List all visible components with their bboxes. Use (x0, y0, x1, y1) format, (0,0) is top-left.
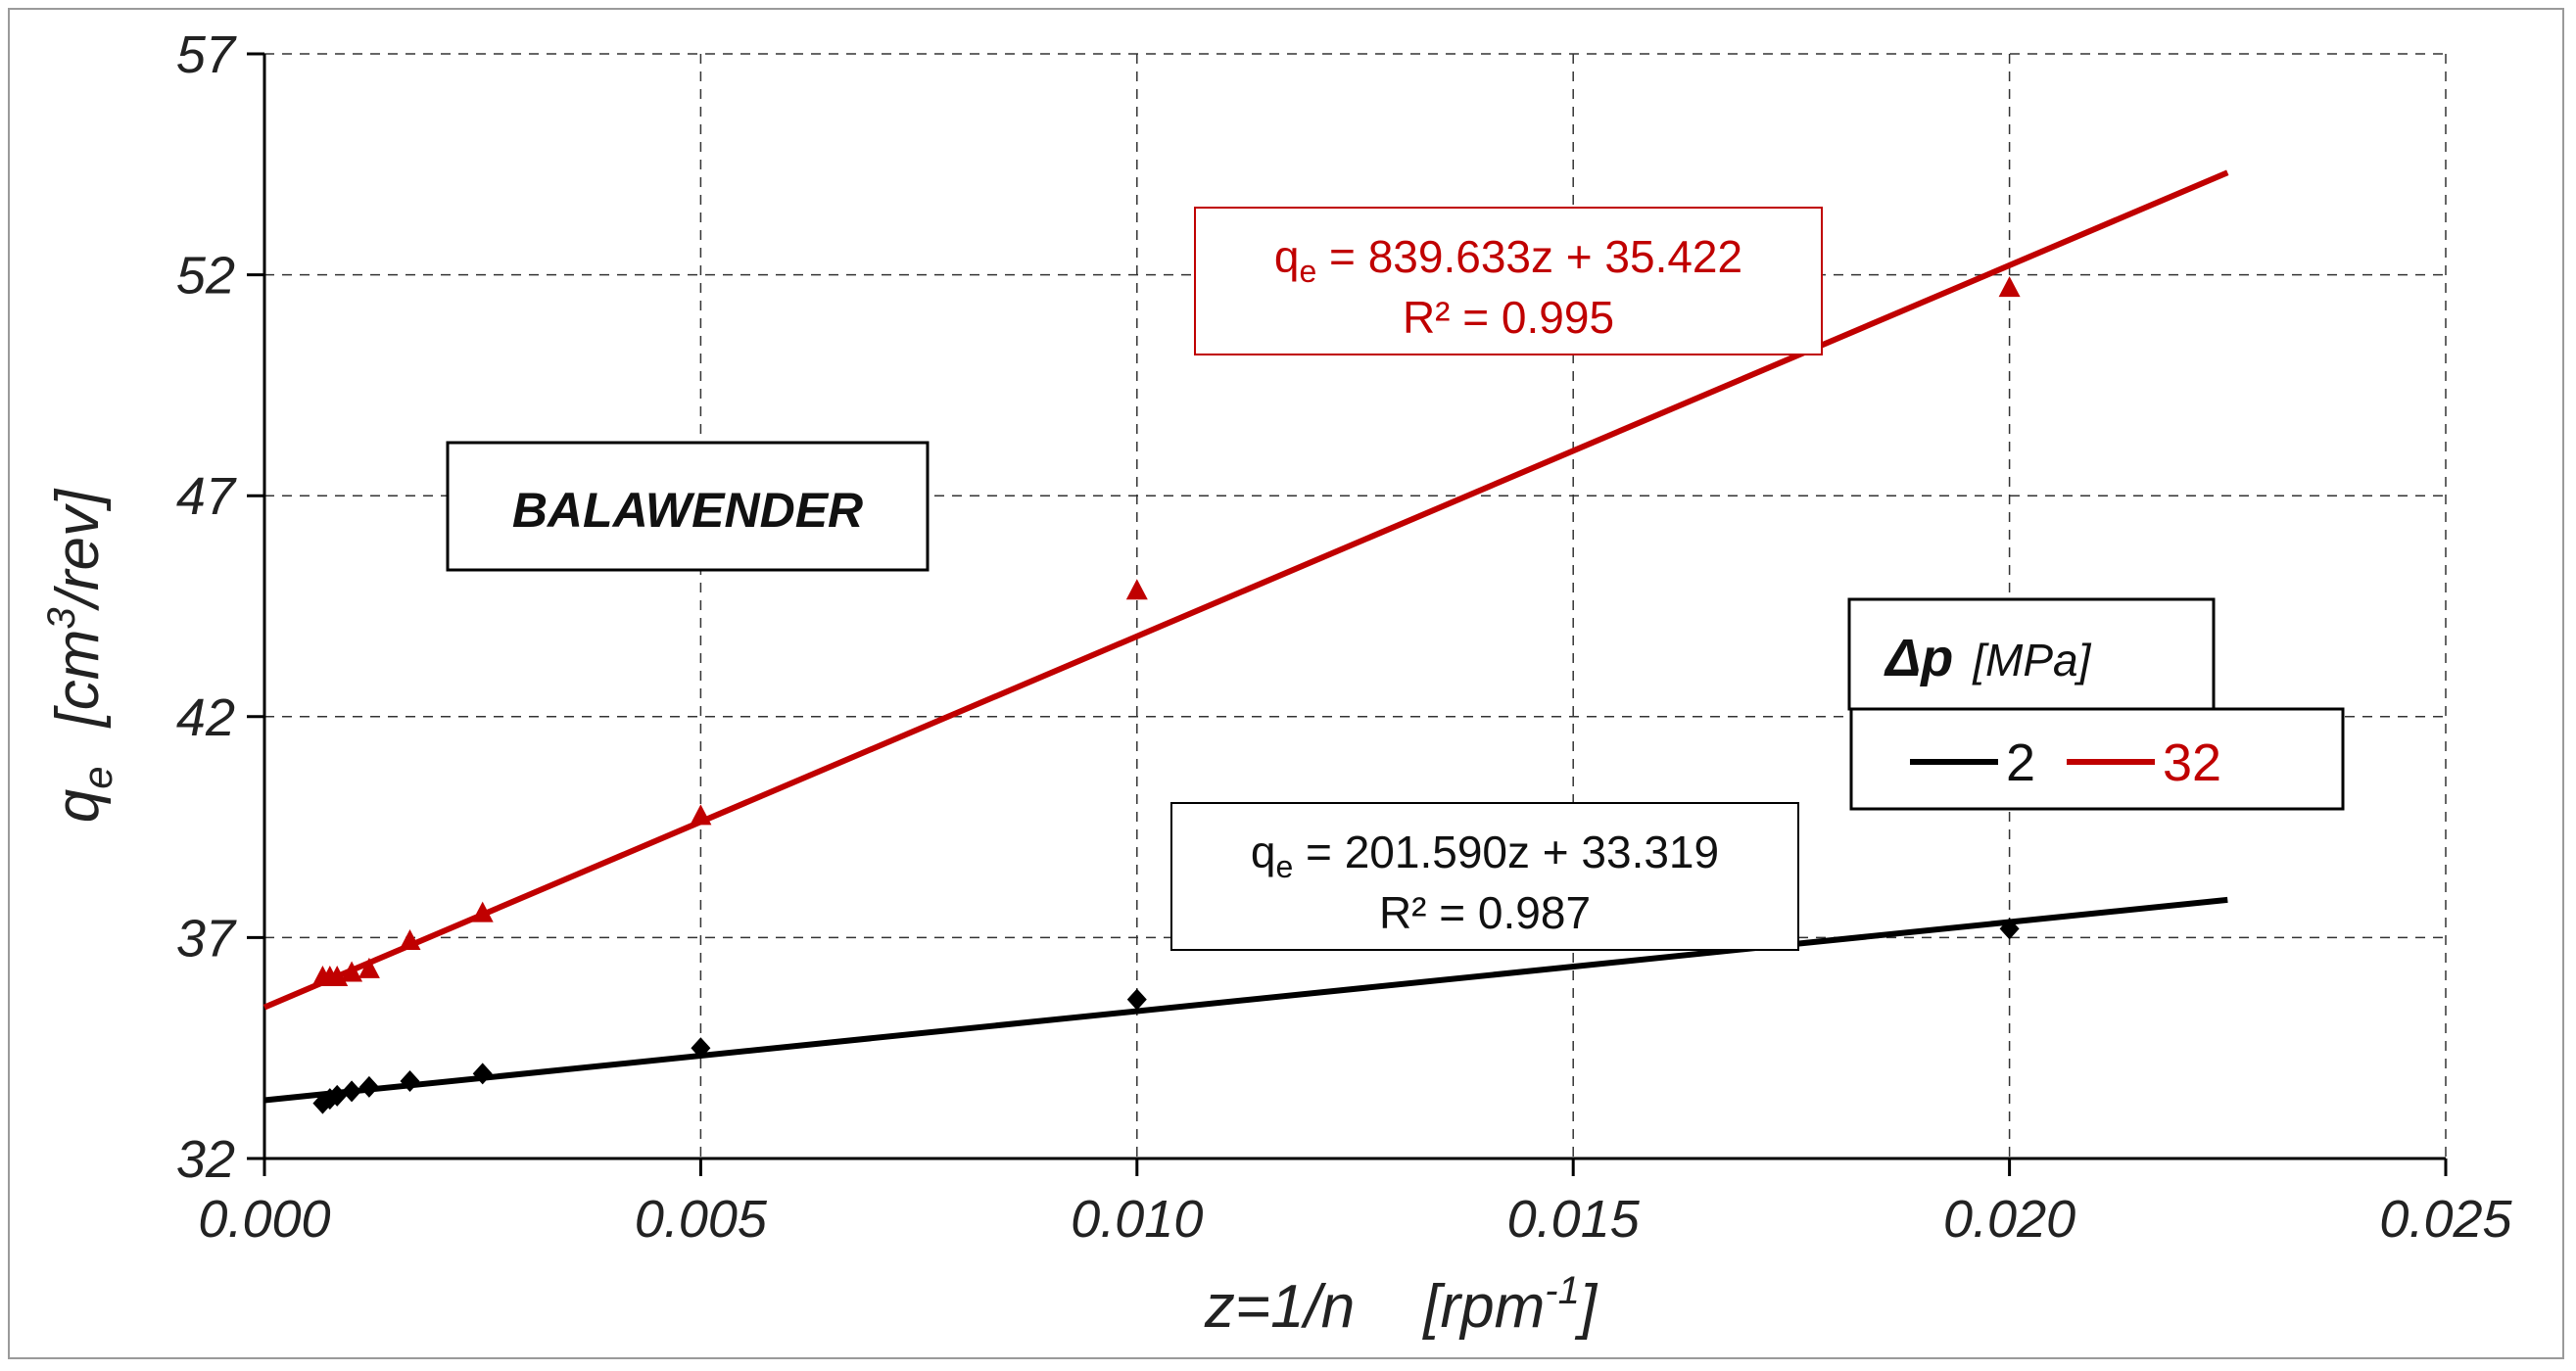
annotation-box: BALAWENDER (446, 441, 930, 572)
y-tick-label: 32 (176, 1130, 235, 1189)
x-ticks: 0.000 0.005 0.010 0.015 0.020 0.025 (198, 1190, 2512, 1249)
data-point-2 (472, 1063, 493, 1085)
equation-box-2: qe = 201.590z + 33.319 R² = 0.987 (1170, 802, 1799, 951)
data-point-2 (691, 1037, 711, 1060)
data-point-32 (690, 804, 712, 826)
legend-label-32: 32 (2163, 733, 2221, 792)
equation-box-32: qe = 839.633z + 35.422 R² = 0.995 (1194, 207, 1823, 355)
y-ticks: 32 37 42 47 52 57 (176, 25, 237, 1189)
data-point-32 (399, 929, 421, 951)
legend: Δp [MPa] 2 32 (1847, 597, 2345, 811)
equation-2: qe = 201.590z + 33.319 (1251, 827, 1719, 884)
y-tick-label: 42 (176, 688, 235, 747)
data-point-2 (1999, 918, 2020, 940)
data-point-32 (358, 957, 380, 978)
x-tick-label: 0.010 (1071, 1190, 1203, 1249)
x-tick-label: 0.000 (198, 1190, 330, 1249)
y-tick-label: 52 (176, 247, 235, 306)
data-point-32 (1125, 579, 1148, 600)
fit-line-32 (262, 169, 2229, 1011)
y-tick-label: 47 (176, 467, 237, 526)
y-axis-label: qe[cm3/rev] (40, 488, 120, 823)
data-point-32 (341, 961, 363, 982)
data-points (311, 276, 2021, 1114)
annotation-text: BALAWENDER (512, 483, 863, 538)
data-point-2 (327, 1084, 348, 1107)
r2-2: R² = 0.987 (1379, 887, 1591, 938)
chart-frame (8, 8, 2564, 1359)
axes (247, 52, 2448, 1176)
fit-line-2 (263, 896, 2228, 1104)
x-tick-label: 0.025 (2379, 1190, 2512, 1249)
equation-32: qe = 839.633z + 35.422 (1274, 231, 1742, 289)
legend-label-2: 2 (2006, 733, 2035, 792)
r2-32: R² = 0.995 (1403, 292, 1614, 343)
data-point-32 (1998, 276, 2021, 298)
x-tick-label: 0.020 (1943, 1190, 2075, 1249)
x-axis-label: z=1/n [rpm-1] (1204, 1269, 1598, 1341)
data-point-2 (400, 1070, 420, 1093)
fit-lines (262, 169, 2229, 1104)
data-point-2 (358, 1075, 379, 1098)
data-point-2 (1126, 988, 1147, 1011)
legend-title: Δp [MPa] (1884, 629, 2092, 687)
data-point-32 (471, 901, 494, 922)
x-tick-label: 0.005 (635, 1190, 768, 1249)
x-tick-label: 0.015 (1507, 1190, 1641, 1249)
data-point-2 (342, 1080, 362, 1103)
y-tick-label: 37 (176, 909, 237, 968)
y-tick-label: 57 (176, 25, 237, 84)
